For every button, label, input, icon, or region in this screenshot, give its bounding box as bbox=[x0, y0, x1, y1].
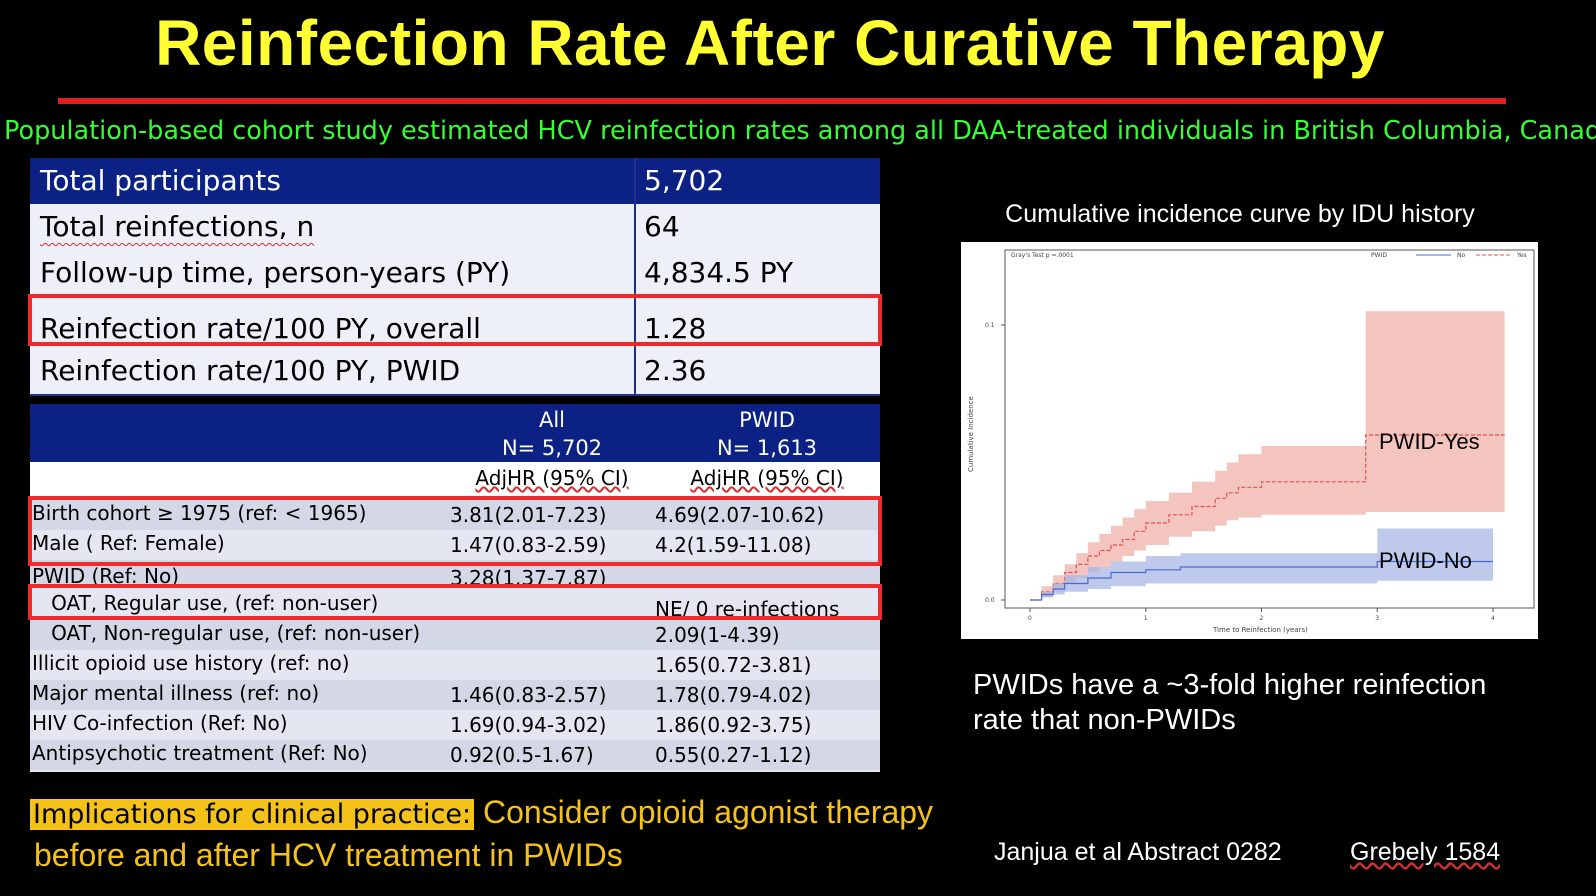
table-row: OAT, Non-regular use, (ref: non-user) 2.… bbox=[30, 620, 880, 650]
annotation-text: Gray's Test p =.0001 bbox=[1011, 252, 1074, 259]
legend-label-no: No bbox=[1457, 252, 1465, 259]
citation-author: Grebely 1584 bbox=[1350, 838, 1501, 866]
legend-label-yes: Yes bbox=[1516, 252, 1527, 259]
row-label: OAT, Regular use, (ref: non-user) bbox=[32, 591, 379, 615]
row-value-pwid: 1.65(0.72-3.81) bbox=[655, 653, 812, 677]
row-value-all: 1.46(0.83-2.57) bbox=[450, 683, 607, 707]
implications-label: Implications for clinical practice: bbox=[30, 799, 475, 830]
summary-label: Reinfection rate/100 PY, overall bbox=[40, 312, 481, 345]
column-divider bbox=[634, 158, 636, 204]
x-tick-label: 2 bbox=[1260, 615, 1264, 622]
subheader-all: AdjHR (95% CI) bbox=[475, 466, 629, 490]
x-tick-label: 1 bbox=[1144, 615, 1148, 622]
summary-row: Total participants 5,702 bbox=[30, 158, 880, 206]
slide-title: Reinfection Rate After Curative Therapy bbox=[155, 7, 1385, 79]
row-label: HIV Co-infection (Ref: No) bbox=[32, 711, 288, 735]
row-value-all: 0.92(0.5-1.67) bbox=[450, 743, 594, 767]
row-label: Antipsychotic treatment (Ref: No) bbox=[32, 741, 368, 765]
table-row: Major mental illness (ref: no) 1.46(0.83… bbox=[30, 680, 880, 710]
ci-band-pwid-yes bbox=[1030, 311, 1505, 600]
row-value-pwid: NE/ 0 re-infections bbox=[655, 597, 840, 618]
x-axis-label: Time to Reinfection (years) bbox=[1212, 626, 1308, 634]
citation-abstract: Janjua et al Abstract 0282 bbox=[994, 838, 1282, 866]
highlight-box-oat bbox=[28, 584, 882, 620]
table-row: OAT, Regular use, (ref: non-user) NE/ 0 … bbox=[30, 590, 880, 618]
column-header-all: All N= 5,702 bbox=[501, 408, 603, 460]
column-divider bbox=[634, 348, 636, 394]
y-tick-label: 0.0 bbox=[985, 597, 995, 604]
series-label-pwid-no: PWID-No bbox=[1379, 548, 1472, 573]
row-label: OAT, Non-regular use, (ref: non-user) bbox=[32, 621, 421, 645]
series-line-pwid-no bbox=[1030, 560, 1493, 601]
row-value-pwid: 1.86(0.92-3.75) bbox=[655, 713, 812, 737]
title-underline bbox=[58, 98, 1506, 104]
row-value-all: 1.69(0.94-3.02) bbox=[450, 713, 607, 737]
row-label: PWID (Ref: No) bbox=[32, 564, 180, 586]
x-tick-label: 0 bbox=[1028, 615, 1032, 622]
column-divider bbox=[634, 296, 636, 348]
legend-title: PWID bbox=[1371, 252, 1387, 259]
summary-label: Total participants bbox=[40, 164, 281, 197]
row-value-all: 3.81(2.01-7.23) bbox=[450, 503, 607, 527]
row-label: Major mental illness (ref: no) bbox=[32, 681, 320, 705]
implications-text: Consider opioid agonist therapy bbox=[474, 794, 934, 830]
row-value-pwid: 1.78(0.79-4.02) bbox=[655, 683, 812, 707]
summary-value: 1.28 bbox=[644, 312, 707, 345]
finding-note: PWIDs have a ~3-fold higher reinfection … bbox=[973, 669, 1487, 736]
column-header-pwid: PWID N= 1,613 bbox=[716, 408, 818, 460]
summary-label: Reinfection rate/100 PY, PWID bbox=[40, 354, 461, 387]
summary-row: Total reinfections, n 64 bbox=[30, 204, 880, 252]
column-divider bbox=[634, 204, 636, 250]
summary-row: Follow-up time, person-years (PY) 4,834.… bbox=[30, 250, 880, 298]
ci-band-pwid-no bbox=[1030, 528, 1493, 600]
summary-value: 64 bbox=[644, 210, 680, 243]
slide-subtitle: Population-based cohort study estimated … bbox=[4, 116, 1596, 146]
plot-frame bbox=[1004, 249, 1535, 609]
row-value-pwid: 0.55(0.27-1.12) bbox=[655, 743, 812, 767]
series-line-pwid-yes bbox=[1030, 434, 1505, 601]
table-subheader bbox=[30, 462, 880, 498]
row-value-pwid: 4.69(2.07-10.62) bbox=[655, 503, 825, 527]
x-tick-label: 3 bbox=[1375, 615, 1379, 622]
summary-value: 4,834.5 PY bbox=[644, 256, 794, 289]
table-header: All N= 5,702 PWID N= 1,613 bbox=[30, 404, 880, 462]
cumulative-incidence-chart: Gray's Test p =.0001 PWID No Yes Cumulat… bbox=[961, 242, 1538, 639]
summary-label: Follow-up time, person-years (PY) bbox=[40, 256, 511, 289]
row-value-pwid: 2.09(1-4.39) bbox=[655, 623, 780, 647]
summary-row: Reinfection rate/100 PY, overall 1.28 bbox=[30, 296, 880, 350]
table-row: Illicit opioid use history (ref: no) 1.6… bbox=[30, 650, 880, 680]
row-value-all: 3.28(1.37-7.87) bbox=[450, 566, 607, 586]
y-axis-label: Cumulative Incidence bbox=[967, 396, 975, 472]
series-label-pwid-yes: PWID-Yes bbox=[1379, 429, 1480, 454]
table-row: Antipsychotic treatment (Ref: No) 0.92(0… bbox=[30, 740, 880, 770]
row-value-pwid: 4.2(1.59-11.08) bbox=[655, 533, 812, 557]
summary-label: Total reinfections, n bbox=[40, 210, 315, 243]
highlight-box-overall-rate bbox=[28, 294, 882, 346]
column-divider bbox=[634, 250, 636, 296]
table-row: Birth cohort ≥ 1975 (ref: < 1965) 3.81(2… bbox=[30, 500, 880, 530]
row-label: Illicit opioid use history (ref: no) bbox=[32, 651, 350, 675]
table-row: Male ( Ref: Female) 1.47(0.83-2.59) 4.2(… bbox=[30, 530, 880, 560]
implications-block: Implications for clinical practice: Cons… bbox=[30, 792, 933, 875]
summary-value: 2.36 bbox=[644, 354, 707, 387]
summary-row: Reinfection rate/100 PY, PWID 2.36 bbox=[30, 348, 880, 396]
row-value-all: 1.47(0.83-2.59) bbox=[450, 533, 607, 557]
summary-value: 5,702 bbox=[644, 164, 725, 197]
chart-svg: Gray's Test p =.0001 PWID No Yes Cumulat… bbox=[967, 249, 1535, 634]
y-tick-label: 0.1 bbox=[985, 322, 995, 329]
row-label: Birth cohort ≥ 1975 (ref: < 1965) bbox=[32, 501, 367, 525]
table-row: HIV Co-infection (Ref: No) 1.69(0.94-3.0… bbox=[30, 710, 880, 740]
subheader-pwid: AdjHR (95% CI) bbox=[690, 466, 844, 490]
highlight-box-cohort-male bbox=[28, 496, 882, 566]
hazard-ratio-table: All N= 5,702 PWID N= 1,613 AdjHR (95% CI… bbox=[30, 404, 880, 772]
implications-text-line2: before and after HCV treatment in PWIDs bbox=[34, 837, 623, 873]
x-tick-label: 4 bbox=[1491, 615, 1495, 622]
chart-title: Cumulative incidence curve by IDU histor… bbox=[1005, 200, 1475, 228]
row-label: Male ( Ref: Female) bbox=[32, 531, 225, 555]
